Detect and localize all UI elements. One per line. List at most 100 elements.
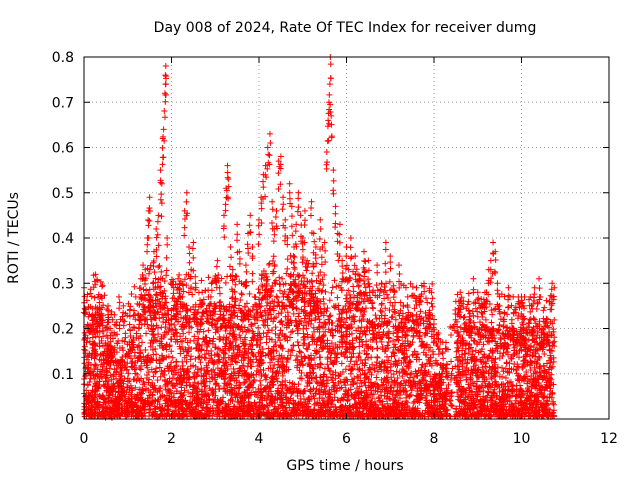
data-point (228, 384, 235, 391)
data-point (242, 370, 249, 377)
data-point (458, 370, 465, 377)
data-point (502, 374, 509, 381)
data-point (406, 358, 413, 365)
data-point (162, 324, 169, 331)
data-point (324, 361, 331, 368)
data-point (391, 352, 398, 359)
data-point (255, 324, 262, 331)
data-point (264, 329, 271, 336)
data-point (347, 358, 354, 365)
data-point (181, 354, 188, 361)
data-point (537, 372, 544, 379)
data-point (550, 400, 557, 407)
data-point (190, 373, 197, 380)
data-points (80, 54, 558, 421)
data-point (233, 336, 240, 343)
data-point (361, 327, 368, 334)
data-point (132, 370, 139, 377)
data-point (298, 277, 305, 284)
data-point (225, 335, 232, 342)
data-point (550, 401, 557, 408)
data-point (263, 339, 270, 346)
data-point (142, 347, 149, 354)
data-point (300, 322, 307, 329)
data-point (393, 368, 400, 375)
data-point (143, 330, 150, 337)
data-point (169, 354, 176, 361)
data-point (96, 356, 103, 363)
data-point (153, 292, 160, 299)
data-point (108, 376, 115, 383)
data-point (255, 349, 262, 356)
data-point (338, 360, 345, 367)
data-point (443, 385, 450, 392)
data-point (375, 384, 382, 391)
data-point (154, 377, 161, 384)
data-point (499, 364, 506, 371)
data-point (536, 353, 543, 360)
data-point (229, 338, 236, 345)
data-point (148, 366, 155, 373)
data-point (316, 335, 323, 342)
data-point (334, 385, 341, 392)
data-point (317, 354, 324, 361)
data-point (293, 305, 300, 312)
data-point (372, 312, 379, 319)
data-point (305, 342, 312, 349)
data-point (138, 339, 145, 346)
data-point (296, 348, 303, 355)
data-point (313, 378, 320, 385)
data-point (500, 350, 507, 357)
data-point (465, 393, 472, 400)
data-point (270, 343, 277, 350)
data-point (427, 344, 434, 351)
data-point (289, 347, 296, 354)
data-point (342, 303, 349, 310)
data-point (479, 346, 486, 353)
data-point (410, 333, 417, 340)
data-point (362, 331, 369, 338)
data-point (368, 383, 375, 390)
data-point (418, 364, 425, 371)
data-point (86, 338, 93, 345)
data-point (180, 330, 187, 337)
data-point (267, 359, 274, 366)
data-point (470, 363, 477, 370)
chart-title: Day 008 of 2024, Rate Of TEC Index for r… (154, 20, 537, 36)
data-point (187, 356, 194, 363)
data-point (363, 338, 370, 345)
data-point (152, 369, 159, 376)
data-point (91, 361, 98, 368)
data-point (453, 354, 460, 361)
data-point (474, 373, 481, 380)
data-point (358, 324, 365, 331)
data-point (128, 391, 135, 398)
data-point (410, 399, 417, 406)
data-point (547, 347, 554, 354)
data-point (286, 286, 293, 293)
data-point (87, 375, 94, 382)
data-point (392, 380, 399, 387)
data-point (480, 388, 487, 395)
data-point (216, 385, 223, 392)
data-point (295, 313, 302, 320)
data-point (498, 336, 505, 343)
data-point (127, 382, 134, 389)
data-point (294, 339, 301, 346)
data-point (329, 332, 336, 339)
data-point (249, 346, 256, 353)
data-point (240, 356, 247, 363)
data-point (244, 363, 251, 370)
data-point (423, 392, 430, 399)
data-point (183, 358, 190, 365)
data-point (173, 362, 180, 369)
data-point (186, 329, 193, 336)
data-point (179, 362, 186, 369)
data-point (293, 305, 300, 312)
data-point (320, 371, 327, 378)
data-point (374, 354, 381, 361)
data-point (278, 309, 285, 316)
data-point (141, 315, 148, 322)
data-point (284, 355, 291, 362)
